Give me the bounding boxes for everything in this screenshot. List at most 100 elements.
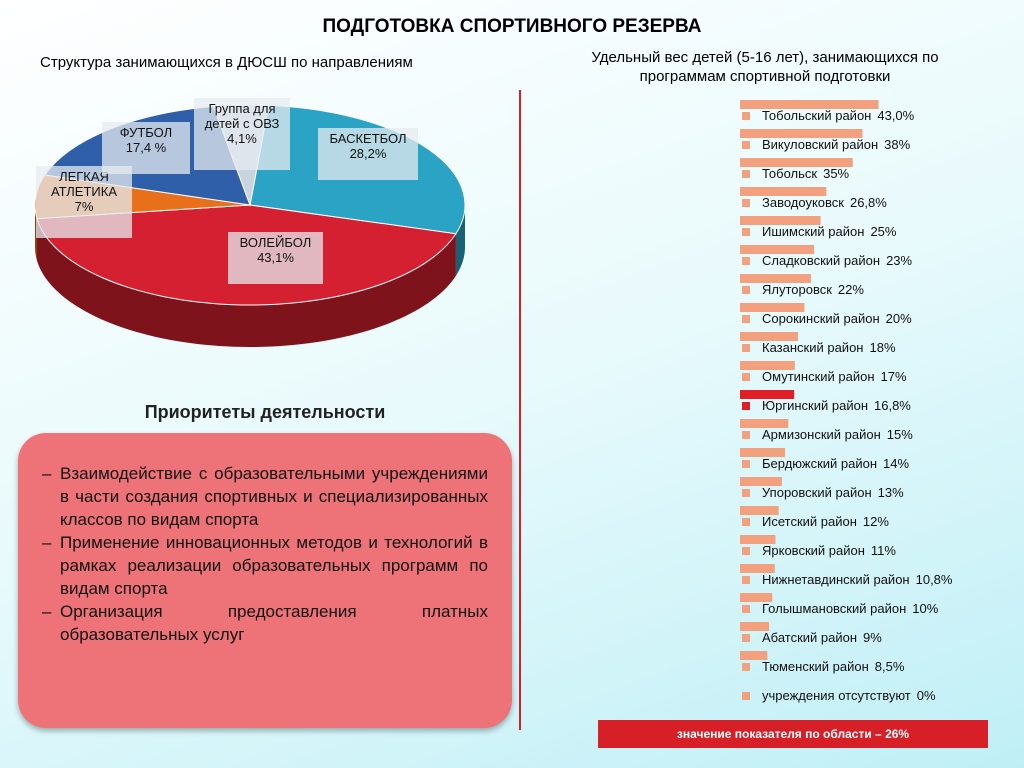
bar-label: Голышмановский район 10% [762, 601, 939, 616]
bar-label: Исетский район 12% [762, 514, 889, 529]
bar-legend-key [742, 547, 750, 555]
bar-legend-key [742, 373, 750, 381]
bar [740, 129, 863, 138]
bar-value: 43,0% [877, 108, 914, 123]
bar-legend-key [742, 170, 750, 178]
bar-value: 15% [887, 427, 913, 442]
bar [740, 100, 879, 109]
bar-label: Викуловский район 38% [762, 137, 911, 152]
bar-value: 18% [869, 340, 895, 355]
bar-label: Нижнетавдинский район 10,8% [762, 572, 953, 587]
bar-value: 20% [886, 311, 912, 326]
bar-category: Ишимский район [762, 224, 864, 239]
bar-label: Тюменский район 8,5% [762, 659, 905, 674]
bar-legend-key [742, 315, 750, 323]
pie-label-name: ВОЛЕЙБОЛ [239, 235, 312, 250]
pie-label-name: Группа для детей с ОВЗ [204, 101, 280, 131]
bar-legend-key [742, 460, 750, 468]
bar-legend-key [742, 286, 750, 294]
bar-value: 14% [883, 456, 909, 471]
bar-value: 10% [912, 601, 938, 616]
bar-legend-key [742, 663, 750, 671]
bar-value: 23% [886, 253, 912, 268]
pie-sides [35, 205, 465, 347]
bar-legend-key [742, 489, 750, 497]
bar-value: 22% [838, 282, 864, 297]
bar-value: 17% [881, 369, 907, 384]
pie-label: Группа для детей с ОВЗ 4,1% [194, 98, 290, 170]
bar [740, 651, 768, 660]
bar-category: Тюменский район [762, 659, 869, 674]
bar-title: Удельный вес детей (5-16 лет), занимающи… [591, 49, 939, 85]
bar-label: Армизонский район 15% [762, 427, 913, 442]
bar [740, 564, 775, 573]
bar-value: 11% [871, 543, 896, 558]
bar-category: Сорокинский район [762, 311, 880, 326]
pie-label-value: 43,1% [257, 250, 294, 265]
bar-value: 0% [917, 688, 936, 703]
priorities-title: Приоритеты деятельности [144, 402, 386, 422]
bar-category: Омутинский район [762, 369, 875, 384]
slice-side [36, 218, 456, 347]
bar-category: Голышмановский район [762, 601, 906, 616]
bar-category: Абатский район [762, 630, 857, 645]
pie-label: ВОЛЕЙБОЛ 43,1% [228, 232, 323, 284]
pie-label: ФУТБОЛ 17,4 % [102, 122, 190, 174]
bar-legend-key [742, 228, 750, 236]
bar-legend-key [742, 692, 750, 700]
pie-label-value: 4,1% [227, 131, 257, 146]
pie-label-value: 28,2% [349, 146, 387, 161]
bar-category: Юргинский район [762, 398, 868, 413]
bar-category: Нижнетавдинский район [762, 572, 910, 587]
bar [740, 593, 773, 602]
bar-value: 25% [870, 224, 896, 239]
priorities-list: Взаимодействие с образовательными учрежд… [42, 462, 488, 646]
bar-legend-key [742, 199, 750, 207]
bar-label: Омутинский район 17% [762, 369, 907, 384]
bar-category: Тобольский район [762, 108, 871, 123]
bar [740, 303, 805, 312]
bar-category: Заводоуковск [762, 195, 844, 210]
pie-label-name: БАСКЕТБОЛ [329, 131, 407, 146]
bar [740, 332, 798, 341]
bar-label: Сладковский район 23% [762, 253, 913, 268]
bar [740, 448, 786, 457]
bar-category: Казанский район [762, 340, 863, 355]
bar-category: Упоровский район [762, 485, 872, 500]
bar-legend-key [742, 112, 750, 120]
bar-legend-key [742, 518, 750, 526]
bar [740, 477, 782, 486]
bar-value: 26,8% [850, 195, 887, 210]
priority-item: Применение инновационных методов и техно… [42, 531, 488, 600]
bar-category: Викуловский район [762, 137, 878, 152]
bar [740, 419, 789, 428]
bar-label: Упоровский район 13% [762, 485, 904, 500]
bar [740, 187, 827, 196]
bar-value: 10,8% [916, 572, 953, 587]
bar-label: Юргинский район 16,8% [762, 398, 911, 413]
bar [740, 245, 815, 254]
bar-label: Казанский район 18% [762, 340, 896, 355]
bar-legend-key [742, 634, 750, 642]
pie-label: ЛЕГКАЯ АТЛЕТИКА 7% [36, 166, 132, 238]
bar-value: 38% [884, 137, 910, 152]
bar-label: Заводоуковск 26,8% [762, 195, 887, 210]
bar-category: Ялуторовск [762, 282, 832, 297]
pie-label-name: ЛЕГКАЯ АТЛЕТИКА [50, 169, 118, 199]
bar [740, 390, 795, 399]
bar-label: учреждения отсутствуют 0% [762, 688, 936, 703]
priority-item: Организация предоставления платных образ… [42, 600, 488, 646]
bar-label: Тобольск 35% [762, 166, 850, 181]
slide-title: ПОДГОТОВКА СПОРТИВНОГО РЕЗЕРВА [322, 16, 702, 37]
bar-value: 8,5% [875, 659, 905, 674]
pie-label-name: ФУТБОЛ [119, 125, 173, 140]
bar-legend-key [742, 257, 750, 265]
bar-legend-key [742, 605, 750, 613]
bar-category: Тобольск [762, 166, 817, 181]
bar-value: 13% [878, 485, 904, 500]
bar-legend-key [742, 402, 750, 410]
bar-category: учреждения отсутствуют [762, 688, 911, 703]
bar [740, 158, 853, 167]
bar [740, 216, 821, 225]
bar-category: Сладковский район [762, 253, 880, 268]
